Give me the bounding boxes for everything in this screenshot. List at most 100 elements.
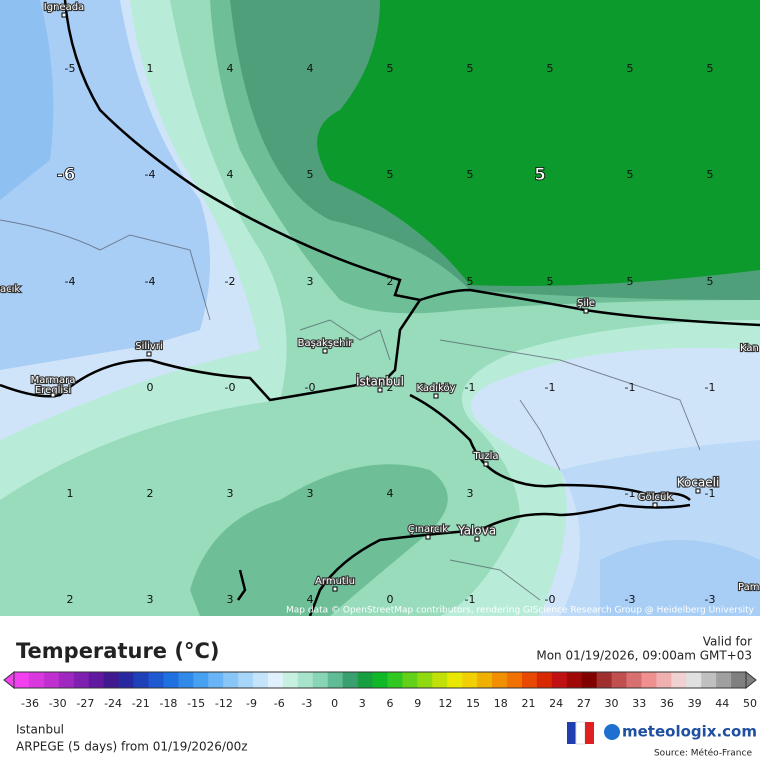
legend-tick-label: 44 [715,697,729,710]
brand-logo [604,724,620,740]
legend-swatch [671,672,687,688]
legend-tick-label: 9 [414,697,421,710]
source: Source: Météo-France [654,748,752,759]
legend-swatch [372,672,388,688]
grid-value: 5 [534,165,546,185]
legend-swatch [686,672,702,688]
place-label: Çınarcık [408,524,448,535]
valid-label: Valid for [703,635,752,649]
valid-time: Mon 01/19/2026, 09:00am GMT+03 [536,649,752,663]
legend-arrow [3,670,15,690]
legend-swatch [28,672,45,688]
legend-swatch [58,672,75,688]
place-marker [695,488,701,494]
place-marker [433,393,439,399]
legend-swatch [611,672,627,688]
legend-tick-label: -27 [76,697,94,710]
place-marker [425,534,431,540]
legend-swatch [387,672,403,688]
legend-swatch [626,672,642,688]
grid-value: 5 [467,62,474,75]
legend-arrow [745,670,757,690]
cold-zone [0,0,54,200]
legend-swatch [73,672,90,688]
grid-value: -1 [545,381,556,394]
cold-zone [600,540,760,616]
grid-value: 5 [707,62,714,75]
grid-value: -0 [305,381,316,394]
place-marker [377,387,383,393]
grid-value: -2 [225,275,236,288]
grid-value: 5 [387,168,394,181]
grid-value: 4 [307,62,314,75]
legend-swatch [223,672,239,688]
legend-tick-label: -6 [274,697,285,710]
warm-zone [190,464,448,616]
grid-value: 5 [547,275,554,288]
legend-swatch [566,672,583,688]
legend-swatch [342,672,359,688]
legend-swatch [238,672,254,688]
grid-value: 5 [707,168,714,181]
legend-title: Temperature (°C) [16,639,219,663]
legend: Temperature (°C) Valid for Mon 01/19/202… [3,635,757,759]
grid-value: 5 [547,62,554,75]
place-label: Gölcük [638,492,672,503]
grid-value: -5 [65,62,76,75]
grid-value: -4 [145,168,156,181]
place-label: Pam [738,582,759,593]
place-label: Şile [577,298,595,309]
legend-swatch [88,672,105,688]
legend-tick-label: -21 [132,697,150,710]
legend-swatch [103,672,120,688]
grid-value: 2 [387,381,394,394]
grid-value: 5 [467,275,474,288]
legend-tick-label: 33 [632,697,646,710]
grid-value: -4 [145,275,156,288]
grid-value: 2 [67,593,74,606]
map-attribution: Map data © OpenStreetMap contributors, r… [286,606,755,616]
legend-tick-label: -24 [104,697,122,710]
grid-value: 0 [147,381,154,394]
legend-swatch [656,672,672,688]
place-marker [583,308,589,314]
legend-swatch [133,672,149,688]
legend-swatch [596,672,613,688]
grid-value: -6 [57,165,76,185]
place-label: acık [0,284,20,295]
legend-tick-label: 18 [494,697,508,710]
legend-swatch [521,672,538,688]
brand: meteologix.com [622,723,757,741]
district-borders [0,219,701,601]
grid-value: 3 [147,593,154,606]
legend-swatch [477,672,493,688]
place-label: Kocaeli [677,476,720,490]
place-label: Yalova [457,524,496,538]
coastline [0,0,760,616]
legend-swatch [701,672,717,688]
legend-tick-label: 30 [605,697,619,710]
legend-swatch [506,672,523,688]
legend-tick-label: 27 [577,697,591,710]
legend-swatch [357,672,374,688]
legend-tick-label: 36 [660,697,674,710]
grid-value: 3 [307,275,314,288]
legend-swatch [731,672,747,688]
place-label: Tuzla [472,451,498,462]
place-label: Başakşehir [298,338,354,349]
warmest-zone [317,0,760,286]
legend-swatch [402,672,418,688]
legend-swatch [43,672,60,688]
grid-value: -3 [625,593,636,606]
grid-value: 4 [227,62,234,75]
legend-tick-label: -30 [49,697,67,710]
legend-tick-label: -9 [246,697,257,710]
grid-value: 4 [227,168,234,181]
place-label: İstanbul [356,374,404,389]
grid-value: 1 [147,62,154,75]
grid-value: -1 [625,381,636,394]
place-marker [652,502,658,508]
legend-swatch [641,672,657,688]
grid-value: 5 [627,275,634,288]
